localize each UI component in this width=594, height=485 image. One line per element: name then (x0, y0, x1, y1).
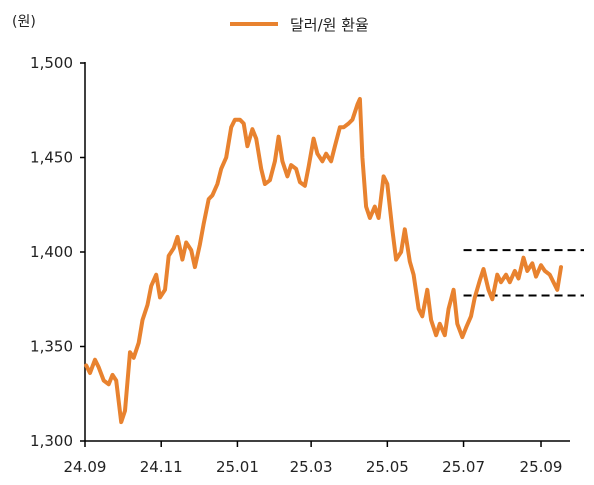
series-layer (84, 96, 563, 425)
legend-label: 달러/원 환율 (290, 16, 369, 34)
x-tick-label: 24.09 (64, 458, 107, 476)
y-tick-label: 1,500 (30, 54, 73, 72)
x-tick-label: 25.03 (290, 458, 333, 476)
x-tick-label: 25.05 (366, 458, 409, 476)
x-tick-label: 25.01 (216, 458, 259, 476)
x-tick-label: 25.07 (442, 458, 485, 476)
reference-lines (463, 249, 584, 297)
x-tick-label: 24.11 (140, 458, 183, 476)
x-axis: 24.09 24.11 25.01 25.03 25.05 25.07 25.09 (64, 440, 570, 476)
y-tick-label: 1,300 (30, 432, 73, 450)
y-unit-label: (원) (12, 14, 36, 30)
legend: 달러/원 환율 (230, 16, 369, 34)
y-tick-label: 1,350 (30, 338, 73, 356)
usd-krw-series-line (84, 96, 563, 425)
y-tick-label: 1,400 (30, 243, 73, 261)
y-tick-label: 1,450 (30, 149, 73, 167)
y-axis: 1,300 1,350 1,400 1,450 1,500 (30, 54, 86, 450)
x-tick-label: 25.09 (520, 458, 563, 476)
